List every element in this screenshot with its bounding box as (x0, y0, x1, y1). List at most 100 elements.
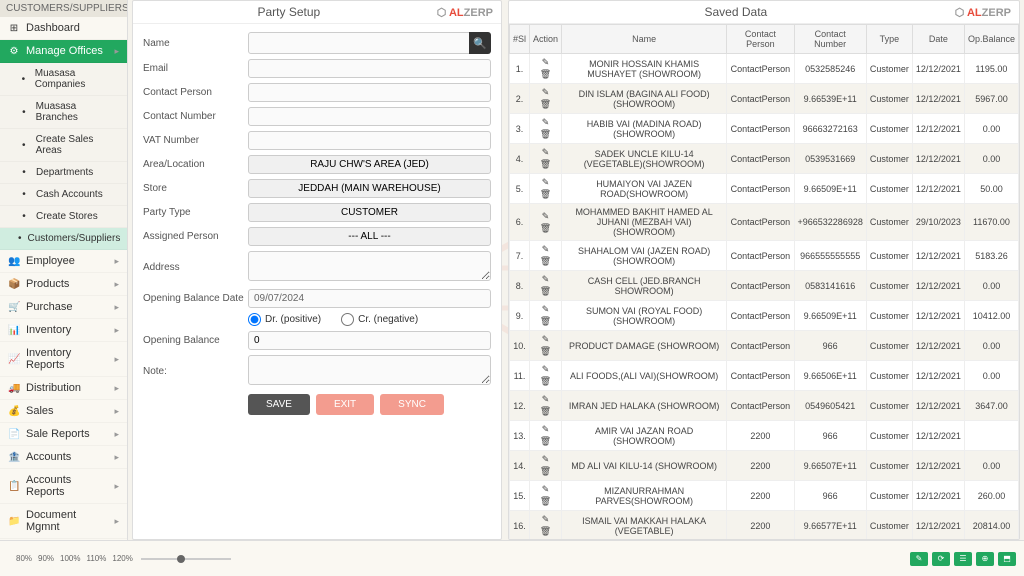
table-row[interactable]: 6.✎🗑MOHAMMED BAKHIT HAMED AL JUHANI (MEZ… (510, 204, 1019, 241)
nav-departments[interactable]: •Departments (0, 162, 127, 184)
table-row[interactable]: 3.✎🗑HABIB VAI (MADINA ROAD) (SHOWROOM)Co… (510, 114, 1019, 144)
delete-icon[interactable]: 🗑 (540, 346, 551, 357)
nav-employee[interactable]: 👥Employee▸ (0, 250, 127, 273)
col-header[interactable]: Op.Balance (964, 25, 1018, 54)
edit-icon[interactable]: ✎ (542, 334, 550, 345)
nav-inventory-reports[interactable]: 📈Inventory Reports▸ (0, 342, 127, 377)
nav-accounts-reports[interactable]: 📋Accounts Reports▸ (0, 469, 127, 504)
sync-button[interactable]: SYNC (380, 394, 444, 415)
nav-create-stores[interactable]: •Create Stores (0, 206, 127, 228)
action-icon[interactable]: ⊕ (976, 552, 994, 566)
delete-icon[interactable]: 🗑 (540, 526, 551, 537)
email-input[interactable] (248, 59, 491, 78)
contact-person-input[interactable] (248, 83, 491, 102)
nav-muasasa-companies[interactable]: •Muasasa Companies (0, 63, 127, 96)
zoom-slider[interactable] (141, 558, 231, 560)
table-row[interactable]: 4.✎🗑SADEK UNCLE KILU-14 (VEGETABLE)(SHOW… (510, 144, 1019, 174)
zoom-level[interactable]: 120% (112, 554, 132, 563)
delete-icon[interactable]: 🗑 (540, 256, 551, 267)
action-icon[interactable]: ⟳ (932, 552, 950, 566)
edit-icon[interactable]: ✎ (542, 87, 550, 98)
nav-accounts[interactable]: 🏦Accounts▸ (0, 446, 127, 469)
action-icon[interactable]: ✎ (910, 552, 928, 566)
note-input[interactable] (248, 355, 491, 385)
delete-icon[interactable]: 🗑 (540, 406, 551, 417)
table-row[interactable]: 7.✎🗑SHAHALOM VAI (JAZEN ROAD) (SHOWROOM)… (510, 241, 1019, 271)
delete-icon[interactable]: 🗑 (540, 316, 551, 327)
col-header[interactable]: Name (562, 25, 727, 54)
table-row[interactable]: 13.✎🗑AMIR VAI JAZAN ROAD (SHOWROOM)22009… (510, 421, 1019, 451)
nav-inventory[interactable]: 📊Inventory▸ (0, 319, 127, 342)
edit-icon[interactable]: ✎ (542, 484, 550, 495)
table-row[interactable]: 11.✎🗑ALI FOODS,(ALI VAI)(SHOWROOM)Contac… (510, 361, 1019, 391)
action-icon[interactable]: ⬒ (998, 552, 1016, 566)
table-row[interactable]: 1.✎🗑MONIR HOSSAIN KHAMIS MUSHAYET (SHOWR… (510, 54, 1019, 84)
save-button[interactable]: SAVE (248, 394, 310, 415)
edit-icon[interactable]: ✎ (542, 304, 550, 315)
nav-customers-suppliers[interactable]: •Customers/Suppliers (0, 228, 127, 250)
delete-icon[interactable]: 🗑 (540, 223, 551, 234)
delete-icon[interactable]: 🗑 (540, 159, 551, 170)
cr-radio[interactable]: Cr. (negative) (341, 313, 418, 326)
delete-icon[interactable]: 🗑 (540, 466, 551, 477)
col-header[interactable]: Type (866, 25, 912, 54)
nav-cash-accounts[interactable]: •Cash Accounts (0, 184, 127, 206)
nav-create-sales-areas[interactable]: •Create Sales Areas (0, 129, 127, 162)
nav-distribution[interactable]: 🚚Distribution▸ (0, 377, 127, 400)
edit-icon[interactable]: ✎ (542, 57, 550, 68)
col-header[interactable]: #Sl (510, 25, 530, 54)
delete-icon[interactable]: 🗑 (540, 376, 551, 387)
name-input[interactable] (248, 32, 472, 54)
delete-icon[interactable]: 🗑 (540, 99, 551, 110)
delete-icon[interactable]: 🗑 (540, 69, 551, 80)
col-header[interactable]: Contact Person (727, 25, 794, 54)
nav-purchase[interactable]: 🛒Purchase▸ (0, 296, 127, 319)
dr-radio[interactable]: Dr. (positive) (248, 313, 321, 326)
edit-icon[interactable]: ✎ (542, 147, 550, 158)
nav-sale-reports[interactable]: 📄Sale Reports▸ (0, 423, 127, 446)
edit-icon[interactable]: ✎ (542, 514, 550, 525)
table-row[interactable]: 14.✎🗑MD ALI VAI KILU-14 (SHOWROOM)22009.… (510, 451, 1019, 481)
vat-input[interactable] (248, 131, 491, 150)
nav-products[interactable]: 📦Products▸ (0, 273, 127, 296)
table-row[interactable]: 9.✎🗑SUMON VAI (ROYAL FOOD) (SHOWROOM)Con… (510, 301, 1019, 331)
table-row[interactable]: 10.✎🗑PRODUCT DAMAGE (SHOWROOM)ContactPer… (510, 331, 1019, 361)
exit-button[interactable]: EXIT (316, 394, 374, 415)
table-row[interactable]: 8.✎🗑CASH CELL (JED.BRANCH SHOWROOM)Conta… (510, 271, 1019, 301)
nav-document-mgmnt[interactable]: 📁Document Mgmnt▸ (0, 504, 127, 539)
table-row[interactable]: 15.✎🗑MIZANURRAHMAN PARVES(SHOWROOM)22009… (510, 481, 1019, 511)
nav-sales[interactable]: 💰Sales▸ (0, 400, 127, 423)
zoom-level[interactable]: 100% (60, 554, 80, 563)
nav-manage-offices[interactable]: ⚙Manage Offices▸ (0, 40, 127, 63)
table-row[interactable]: 12.✎🗑IMRAN JED HALAKA (SHOWROOM)ContactP… (510, 391, 1019, 421)
table-row[interactable]: 5.✎🗑HUMAIYON VAI JAZEN ROAD(SHOWROOM)Con… (510, 174, 1019, 204)
edit-icon[interactable]: ✎ (542, 244, 550, 255)
zoom-level[interactable]: 80% (16, 554, 32, 563)
contact-number-input[interactable] (248, 107, 491, 126)
ob-input[interactable] (248, 331, 491, 350)
nav-muasasa-branches[interactable]: •Muasasa Branches (0, 96, 127, 129)
delete-icon[interactable]: 🗑 (540, 436, 551, 447)
edit-icon[interactable]: ✎ (542, 424, 550, 435)
store-select[interactable]: JEDDAH (MAIN WAREHOUSE) (248, 179, 491, 198)
edit-icon[interactable]: ✎ (542, 177, 550, 188)
action-icon[interactable]: ☰ (954, 552, 972, 566)
edit-icon[interactable]: ✎ (542, 364, 550, 375)
ob-date-input[interactable] (248, 289, 491, 308)
party-type-select[interactable]: CUSTOMER (248, 203, 491, 222)
edit-icon[interactable]: ✎ (542, 117, 550, 128)
col-header[interactable]: Contact Number (794, 25, 866, 54)
table-row[interactable]: 2.✎🗑DIN ISLAM (BAGINA ALI FOOD)(SHOWROOM… (510, 84, 1019, 114)
edit-icon[interactable]: ✎ (542, 394, 550, 405)
edit-icon[interactable]: ✎ (542, 211, 550, 222)
area-select[interactable]: RAJU CHW'S AREA (JED) (248, 155, 491, 174)
address-input[interactable] (248, 251, 491, 281)
delete-icon[interactable]: 🗑 (540, 189, 551, 200)
zoom-level[interactable]: 90% (38, 554, 54, 563)
assigned-select[interactable]: --- ALL --- (248, 227, 491, 246)
zoom-level[interactable]: 110% (87, 554, 107, 563)
delete-icon[interactable]: 🗑 (540, 129, 551, 140)
nav-maintenance[interactable]: 🔧Maintenance▸ (0, 539, 127, 540)
edit-icon[interactable]: ✎ (542, 274, 550, 285)
delete-icon[interactable]: 🗑 (540, 496, 551, 507)
